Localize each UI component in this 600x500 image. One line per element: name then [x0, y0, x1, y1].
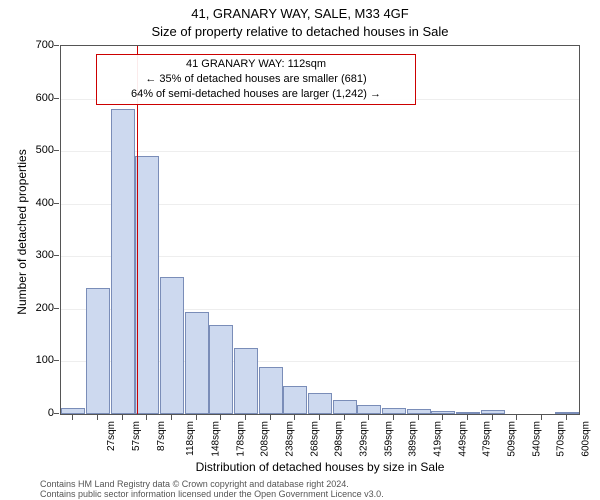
histogram-bar	[333, 400, 357, 414]
y-tick-label: 600	[36, 92, 54, 104]
histogram-bar	[135, 156, 159, 414]
x-tick-label: 449sqm	[457, 421, 468, 457]
x-tick-mark	[122, 415, 123, 420]
histogram-bar	[185, 312, 209, 414]
histogram-bar	[86, 288, 110, 414]
x-tick-mark	[270, 415, 271, 420]
x-axis-label: Distribution of detached houses by size …	[60, 460, 580, 474]
y-tick-mark	[54, 203, 59, 204]
x-tick-label: 298sqm	[334, 421, 345, 457]
x-tick-mark	[368, 415, 369, 420]
x-tick-mark	[516, 415, 517, 420]
histogram-bar	[407, 409, 431, 414]
histogram-bar	[456, 412, 480, 414]
x-tick-mark	[541, 415, 542, 420]
y-tick-label: 400	[36, 197, 54, 209]
gridline	[61, 151, 579, 152]
x-tick-label: 148sqm	[211, 421, 222, 457]
x-tick-label: 208sqm	[260, 421, 271, 457]
histogram-bar	[61, 408, 85, 414]
histogram-bar	[431, 411, 455, 414]
y-tick-mark	[54, 45, 59, 46]
y-tick-mark	[54, 308, 59, 309]
x-tick-label: 509sqm	[507, 421, 518, 457]
x-tick-label: 359sqm	[383, 421, 394, 457]
x-tick-mark	[72, 415, 73, 420]
x-tick-label: 600sqm	[581, 421, 592, 457]
x-tick-label: 27sqm	[106, 421, 117, 451]
y-tick-mark	[54, 360, 59, 361]
x-tick-mark	[146, 415, 147, 420]
y-tick-label: 200	[36, 302, 54, 314]
x-tick-mark	[442, 415, 443, 420]
callout-line: 41 GRANARY WAY: 112sqm	[101, 57, 411, 72]
x-tick-label: 178sqm	[235, 421, 246, 457]
x-tick-label: 238sqm	[285, 421, 296, 457]
y-axis-ticks: 0100200300400500600700	[0, 45, 58, 415]
x-tick-mark	[492, 415, 493, 420]
x-tick-label: 419sqm	[433, 421, 444, 457]
histogram-bar	[555, 412, 579, 414]
y-tick-label: 700	[36, 39, 54, 51]
callout-line: ← 35% of detached houses are smaller (68…	[101, 72, 411, 87]
histogram-bar	[234, 348, 258, 414]
histogram-bar	[308, 393, 332, 414]
title-address: 41, GRANARY WAY, SALE, M33 4GF	[0, 6, 600, 21]
title-subtitle: Size of property relative to detached ho…	[0, 24, 600, 39]
x-tick-mark	[245, 415, 246, 420]
callout-line: 64% of semi-detached houses are larger (…	[101, 87, 411, 102]
callout-box: 41 GRANARY WAY: 112sqm← 35% of detached …	[96, 54, 416, 105]
y-tick-mark	[54, 255, 59, 256]
x-tick-mark	[220, 415, 221, 420]
histogram-bar	[481, 410, 505, 414]
x-tick-mark	[294, 415, 295, 420]
histogram-bar	[382, 408, 406, 414]
histogram-bar	[209, 325, 233, 414]
histogram-bar	[259, 367, 283, 414]
y-tick-mark	[54, 413, 59, 414]
x-tick-mark	[393, 415, 394, 420]
y-tick-mark	[54, 98, 59, 99]
histogram-bar	[160, 277, 184, 414]
y-tick-mark	[54, 150, 59, 151]
x-tick-mark	[97, 415, 98, 420]
x-axis-ticks: 27sqm 57sqm 87sqm 118sqm 148sqm 178sqm 208sqm 2…	[60, 415, 580, 460]
histogram-bar	[111, 109, 135, 414]
x-tick-label: 118sqm	[185, 421, 196, 456]
x-tick-label: 479sqm	[482, 421, 493, 457]
attribution-footer: Contains HM Land Registry data © Crown c…	[40, 480, 580, 500]
y-tick-label: 500	[36, 144, 54, 156]
x-tick-mark	[418, 415, 419, 420]
x-tick-mark	[319, 415, 320, 420]
x-tick-mark	[196, 415, 197, 420]
plot-area: 41 GRANARY WAY: 112sqm← 35% of detached …	[60, 45, 580, 415]
x-tick-label: 570sqm	[556, 421, 567, 457]
x-tick-mark	[566, 415, 567, 420]
histogram-bar	[283, 386, 307, 414]
x-tick-label: 540sqm	[531, 421, 542, 457]
x-tick-mark	[467, 415, 468, 420]
y-tick-label: 300	[36, 249, 54, 261]
x-tick-label: 57sqm	[131, 421, 142, 451]
footer-line2: Contains public sector information licen…	[40, 490, 580, 500]
histogram-bar	[357, 405, 381, 414]
x-tick-label: 329sqm	[359, 421, 370, 457]
x-tick-label: 268sqm	[309, 421, 320, 457]
chart-root: { "titles": { "line1": "41, GRANARY WAY,…	[0, 0, 600, 500]
x-tick-label: 389sqm	[408, 421, 419, 457]
x-tick-mark	[344, 415, 345, 420]
y-tick-label: 100	[36, 354, 54, 366]
x-tick-label: 87sqm	[156, 421, 167, 451]
x-tick-mark	[171, 415, 172, 420]
